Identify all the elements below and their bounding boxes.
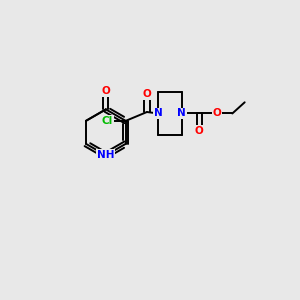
Text: O: O — [142, 89, 151, 99]
Text: N: N — [177, 109, 186, 118]
Text: N: N — [154, 109, 163, 118]
Text: Cl: Cl — [102, 116, 113, 126]
Text: NH: NH — [97, 150, 115, 160]
Text: O: O — [213, 109, 221, 118]
Text: O: O — [101, 86, 110, 96]
Text: O: O — [195, 126, 204, 136]
